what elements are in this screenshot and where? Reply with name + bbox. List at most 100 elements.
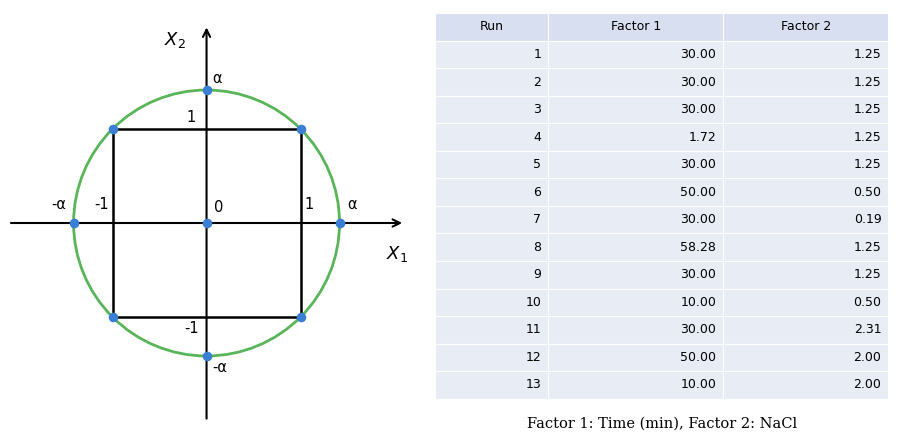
Bar (435, 178, 549, 206)
Point (200, 87, 214, 94)
Point (200, 352, 214, 359)
Text: 2.00: 2.00 (853, 351, 882, 364)
Text: 30.00: 30.00 (680, 48, 717, 61)
Text: $X_1$: $X_1$ (385, 244, 407, 264)
Text: 1: 1 (186, 110, 195, 125)
Text: 1.25: 1.25 (853, 268, 882, 281)
Bar (435, 13, 549, 41)
Bar (723, 206, 889, 234)
Text: 5: 5 (533, 158, 541, 171)
Bar (723, 13, 889, 41)
Text: 4: 4 (533, 131, 541, 144)
Bar (549, 124, 723, 151)
Bar (723, 178, 889, 206)
Bar (435, 343, 549, 371)
Bar (549, 316, 723, 343)
Text: 30.00: 30.00 (680, 213, 717, 226)
Text: 0.50: 0.50 (853, 296, 882, 309)
Text: 1.25: 1.25 (853, 48, 882, 61)
Bar (112, 129, 300, 317)
Text: 11: 11 (526, 323, 541, 336)
Text: 1.25: 1.25 (853, 75, 882, 89)
Point (200, 219, 214, 227)
Bar (723, 68, 889, 96)
Text: 12: 12 (526, 351, 541, 364)
Text: 10: 10 (525, 296, 541, 309)
Text: Factor 1: Factor 1 (610, 21, 661, 33)
Text: -1: -1 (184, 321, 199, 336)
Text: 1.72: 1.72 (688, 131, 717, 144)
Text: 1.25: 1.25 (853, 241, 882, 254)
Bar (549, 289, 723, 316)
Text: -1: -1 (94, 197, 109, 212)
Text: 1.25: 1.25 (853, 131, 882, 144)
Text: 8: 8 (533, 241, 541, 254)
Text: 50.00: 50.00 (680, 351, 717, 364)
Point (105, 125, 120, 132)
Text: 1: 1 (533, 48, 541, 61)
Bar (723, 371, 889, 399)
Text: Factor 2: Factor 2 (781, 21, 831, 33)
Text: 13: 13 (526, 379, 541, 392)
Bar (549, 96, 723, 124)
Text: 1.25: 1.25 (853, 103, 882, 116)
Bar (435, 206, 549, 234)
Bar (549, 68, 723, 96)
Bar (549, 234, 723, 261)
Bar (549, 178, 723, 206)
Text: 2: 2 (533, 75, 541, 89)
Bar (549, 41, 723, 68)
Text: Factor 1: Time (min), Factor 2: NaCl: Factor 1: Time (min), Factor 2: NaCl (527, 416, 797, 430)
Bar (723, 316, 889, 343)
Text: 30.00: 30.00 (680, 323, 717, 336)
Text: 50.00: 50.00 (680, 186, 717, 198)
Point (293, 125, 307, 132)
Bar (549, 261, 723, 289)
Bar (723, 124, 889, 151)
Bar (723, 41, 889, 68)
Bar (723, 289, 889, 316)
Bar (435, 371, 549, 399)
Bar (549, 151, 723, 178)
Text: 3: 3 (533, 103, 541, 116)
Text: 10.00: 10.00 (680, 379, 717, 392)
Text: $X_2$: $X_2$ (164, 30, 186, 50)
Text: 0: 0 (214, 201, 223, 215)
Text: 1: 1 (305, 197, 314, 212)
Text: -α: -α (212, 360, 227, 375)
Bar (435, 234, 549, 261)
Bar (435, 261, 549, 289)
Text: 9: 9 (533, 268, 541, 281)
Bar (435, 289, 549, 316)
Bar (723, 234, 889, 261)
Text: 30.00: 30.00 (680, 268, 717, 281)
Bar (723, 96, 889, 124)
Point (293, 314, 307, 321)
Text: 30.00: 30.00 (680, 158, 717, 171)
Text: 30.00: 30.00 (680, 75, 717, 89)
Point (105, 314, 120, 321)
Bar (723, 343, 889, 371)
Text: 0.19: 0.19 (853, 213, 882, 226)
Text: 30.00: 30.00 (680, 103, 717, 116)
Bar (435, 96, 549, 124)
Bar (435, 151, 549, 178)
Text: α: α (347, 197, 356, 212)
Text: 2.00: 2.00 (853, 379, 882, 392)
Bar (549, 371, 723, 399)
Bar (723, 261, 889, 289)
Text: 2.31: 2.31 (853, 323, 882, 336)
Bar (435, 124, 549, 151)
Text: α: α (212, 71, 222, 86)
Text: Run: Run (480, 21, 503, 33)
Text: 10.00: 10.00 (680, 296, 717, 309)
Bar (549, 343, 723, 371)
Point (66, 219, 81, 227)
Bar (549, 206, 723, 234)
Text: 58.28: 58.28 (680, 241, 717, 254)
Bar (435, 68, 549, 96)
Point (332, 219, 346, 227)
Bar (549, 13, 723, 41)
Text: 6: 6 (533, 186, 541, 198)
Text: 7: 7 (533, 213, 541, 226)
